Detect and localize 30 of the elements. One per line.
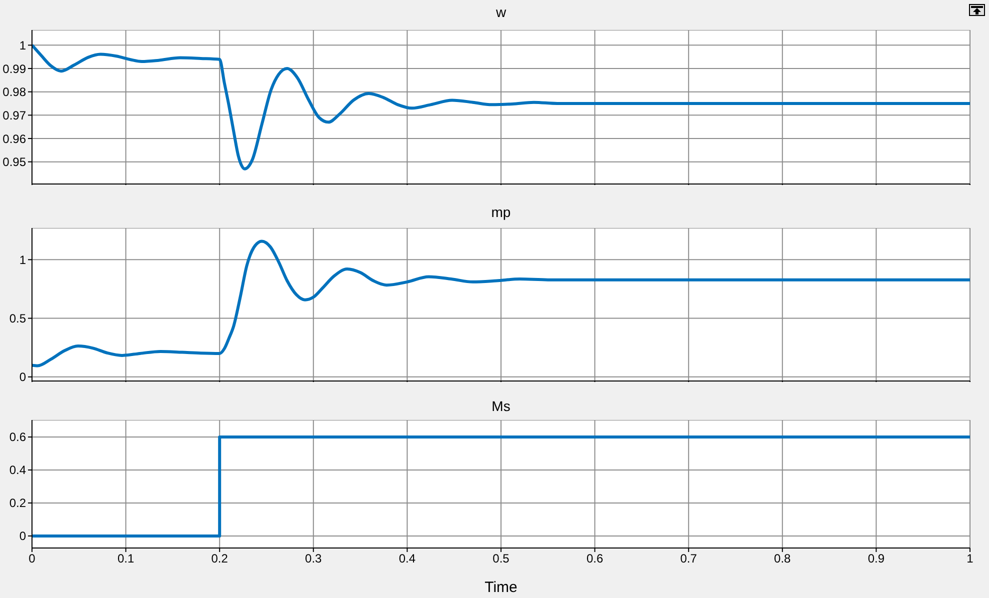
y-tick-label: 0.98 bbox=[2, 85, 26, 100]
y-tick-label: 0.99 bbox=[2, 62, 26, 76]
y-tick-label: 1 bbox=[19, 252, 26, 267]
x-tick-label: 0.6 bbox=[586, 552, 604, 566]
x-tick-label: 0.9 bbox=[868, 552, 885, 566]
chart-title: mp bbox=[490, 204, 512, 220]
y-tick-label: 0.6 bbox=[9, 430, 26, 444]
y-tick-label: 0.2 bbox=[9, 496, 26, 510]
line-series bbox=[32, 240, 970, 368]
y-tick-label: 0 bbox=[19, 370, 26, 384]
y-tick-label: 1 bbox=[19, 38, 26, 52]
y-tick-label: 0.97 bbox=[2, 108, 26, 122]
chart-title: w bbox=[494, 4, 508, 20]
chart-title: Ms bbox=[490, 398, 512, 414]
x-tick-label: 0.1 bbox=[117, 552, 134, 566]
x-axis-title: Time bbox=[484, 579, 518, 596]
x-tick-label: 0.2 bbox=[211, 552, 228, 566]
y-tick-label: 0.4 bbox=[9, 463, 26, 478]
x-tick-label: 0.7 bbox=[680, 552, 698, 566]
y-tick-label: 0 bbox=[19, 529, 26, 544]
x-tick-label: 0.4 bbox=[398, 552, 416, 566]
y-tick-label: 0.95 bbox=[2, 155, 26, 170]
x-tick-label: 0.8 bbox=[774, 552, 792, 566]
y-tick-label: 0.5 bbox=[9, 312, 26, 326]
x-tick-label: 1 bbox=[966, 552, 974, 566]
x-tick-label: 0 bbox=[28, 552, 36, 566]
y-tick-label: 0.96 bbox=[2, 132, 26, 146]
x-tick-label: 0.3 bbox=[305, 552, 322, 566]
line-series bbox=[32, 44, 970, 170]
x-tick-label: 0.5 bbox=[492, 552, 510, 566]
